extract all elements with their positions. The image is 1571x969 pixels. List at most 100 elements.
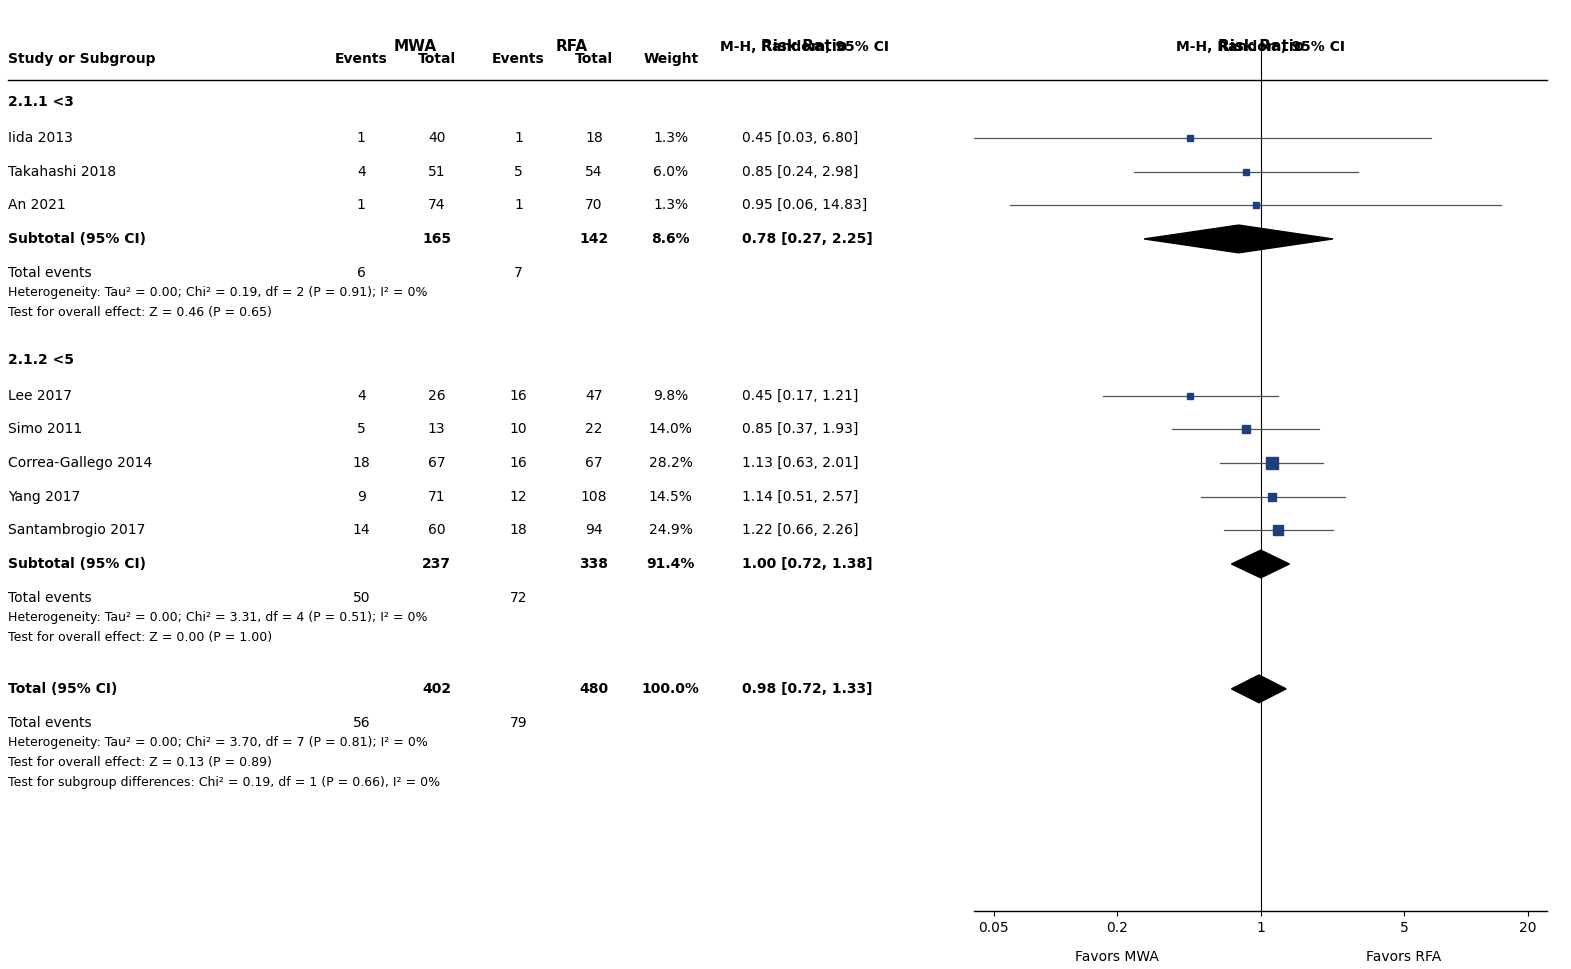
Text: Total events: Total events (8, 715, 91, 730)
Text: 1.3%: 1.3% (654, 199, 688, 212)
Text: 0.98 [0.72, 1.33]: 0.98 [0.72, 1.33] (742, 682, 872, 696)
Text: Test for overall effect: Z = 0.46 (P = 0.65): Test for overall effect: Z = 0.46 (P = 0… (8, 306, 272, 319)
Text: Test for overall effect: Z = 0.00 (P = 1.00): Test for overall effect: Z = 0.00 (P = 1… (8, 631, 272, 643)
Text: 13: 13 (427, 422, 446, 436)
Text: Simo 2011: Simo 2011 (8, 422, 82, 436)
Text: 67: 67 (584, 456, 603, 470)
Text: 100.0%: 100.0% (643, 682, 699, 696)
Text: 51: 51 (427, 165, 446, 178)
Text: 79: 79 (509, 715, 528, 730)
Text: 0.85 [0.37, 1.93]: 0.85 [0.37, 1.93] (742, 422, 858, 436)
Text: 16: 16 (509, 389, 528, 402)
Text: 1: 1 (514, 131, 523, 144)
Text: 0.78 [0.27, 2.25]: 0.78 [0.27, 2.25] (742, 232, 872, 246)
Text: 1.3%: 1.3% (654, 131, 688, 144)
Text: 72: 72 (509, 591, 528, 605)
Text: 70: 70 (584, 199, 603, 212)
Text: 480: 480 (580, 682, 608, 696)
Text: 18: 18 (584, 131, 603, 144)
Text: Risk Ratio: Risk Ratio (1218, 39, 1304, 54)
Text: Events: Events (492, 51, 545, 66)
Text: 26: 26 (427, 389, 446, 402)
Text: Test for overall effect: Z = 0.13 (P = 0.89): Test for overall effect: Z = 0.13 (P = 0… (8, 756, 272, 768)
Text: 9.8%: 9.8% (654, 389, 688, 402)
Text: Heterogeneity: Tau² = 0.00; Chi² = 0.19, df = 2 (P = 0.91); I² = 0%: Heterogeneity: Tau² = 0.00; Chi² = 0.19,… (8, 286, 427, 299)
Text: 237: 237 (423, 557, 451, 571)
Text: 71: 71 (427, 489, 446, 504)
Text: 1.14 [0.51, 2.57]: 1.14 [0.51, 2.57] (742, 489, 858, 504)
Text: MWA: MWA (393, 39, 437, 54)
Text: 47: 47 (584, 389, 603, 402)
Text: Iida 2013: Iida 2013 (8, 131, 72, 144)
Text: Risk Ratio: Risk Ratio (762, 39, 847, 54)
Text: 8.6%: 8.6% (652, 232, 690, 246)
Text: Study or Subgroup: Study or Subgroup (8, 51, 156, 66)
Text: Total: Total (575, 51, 613, 66)
Text: 1: 1 (357, 131, 366, 144)
Text: Test for subgroup differences: Chi² = 0.19, df = 1 (P = 0.66), I² = 0%: Test for subgroup differences: Chi² = 0.… (8, 775, 440, 789)
Text: 14: 14 (352, 523, 371, 537)
Text: 60: 60 (427, 523, 446, 537)
Text: Heterogeneity: Tau² = 0.00; Chi² = 3.31, df = 4 (P = 0.51); I² = 0%: Heterogeneity: Tau² = 0.00; Chi² = 3.31,… (8, 611, 427, 624)
Text: Heterogeneity: Tau² = 0.00; Chi² = 3.70, df = 7 (P = 0.81); I² = 0%: Heterogeneity: Tau² = 0.00; Chi² = 3.70,… (8, 735, 427, 749)
Text: Lee 2017: Lee 2017 (8, 389, 72, 402)
Text: 165: 165 (423, 232, 451, 246)
Text: Yang 2017: Yang 2017 (8, 489, 80, 504)
Text: 1.22 [0.66, 2.26]: 1.22 [0.66, 2.26] (742, 523, 858, 537)
Text: 54: 54 (584, 165, 603, 178)
Text: 74: 74 (427, 199, 446, 212)
Text: Subtotal (95% CI): Subtotal (95% CI) (8, 232, 146, 246)
Text: Favors MWA: Favors MWA (1076, 950, 1159, 964)
Polygon shape (1144, 225, 1332, 253)
Polygon shape (1232, 675, 1287, 703)
Text: 142: 142 (580, 232, 608, 246)
Text: 50: 50 (352, 591, 371, 605)
Text: 402: 402 (423, 682, 451, 696)
Text: Events: Events (335, 51, 388, 66)
Text: 4: 4 (357, 389, 366, 402)
Polygon shape (1232, 550, 1290, 578)
Text: Total (95% CI): Total (95% CI) (8, 682, 118, 696)
Text: 12: 12 (509, 489, 528, 504)
Text: 0.85 [0.24, 2.98]: 0.85 [0.24, 2.98] (742, 165, 858, 178)
Text: Santambrogio 2017: Santambrogio 2017 (8, 523, 145, 537)
Text: 338: 338 (580, 557, 608, 571)
Text: 18: 18 (352, 456, 371, 470)
Text: 56: 56 (352, 715, 371, 730)
Text: 94: 94 (584, 523, 603, 537)
Text: 4: 4 (357, 165, 366, 178)
Text: 108: 108 (581, 489, 606, 504)
Text: 0.45 [0.17, 1.21]: 0.45 [0.17, 1.21] (742, 389, 858, 402)
Text: 28.2%: 28.2% (649, 456, 693, 470)
Text: 9: 9 (357, 489, 366, 504)
Text: 14.5%: 14.5% (649, 489, 693, 504)
Text: 67: 67 (427, 456, 446, 470)
Text: Total: Total (418, 51, 456, 66)
Text: M-H, Random, 95% CI: M-H, Random, 95% CI (1177, 40, 1345, 53)
Text: Subtotal (95% CI): Subtotal (95% CI) (8, 557, 146, 571)
Text: 0.95 [0.06, 14.83]: 0.95 [0.06, 14.83] (742, 199, 867, 212)
Text: Favors RFA: Favors RFA (1367, 950, 1442, 964)
Text: 24.9%: 24.9% (649, 523, 693, 537)
Text: 1: 1 (357, 199, 366, 212)
Text: 16: 16 (509, 456, 528, 470)
Text: An 2021: An 2021 (8, 199, 66, 212)
Text: Total events: Total events (8, 591, 91, 605)
Text: 6.0%: 6.0% (654, 165, 688, 178)
Text: 14.0%: 14.0% (649, 422, 693, 436)
Text: 40: 40 (427, 131, 446, 144)
Text: RFA: RFA (556, 39, 588, 54)
Text: 1.00 [0.72, 1.38]: 1.00 [0.72, 1.38] (742, 557, 872, 571)
Text: Correa-Gallego 2014: Correa-Gallego 2014 (8, 456, 152, 470)
Text: 2.1.2 <5: 2.1.2 <5 (8, 353, 74, 367)
Text: 0.45 [0.03, 6.80]: 0.45 [0.03, 6.80] (742, 131, 858, 144)
Text: 10: 10 (509, 422, 528, 436)
Text: 1: 1 (514, 199, 523, 212)
Text: 2.1.1 <3: 2.1.1 <3 (8, 95, 74, 109)
Text: 91.4%: 91.4% (647, 557, 694, 571)
Text: 18: 18 (509, 523, 528, 537)
Text: 5: 5 (514, 165, 523, 178)
Text: Takahashi 2018: Takahashi 2018 (8, 165, 116, 178)
Text: M-H, Random, 95% CI: M-H, Random, 95% CI (720, 40, 889, 53)
Text: 6: 6 (357, 266, 366, 280)
